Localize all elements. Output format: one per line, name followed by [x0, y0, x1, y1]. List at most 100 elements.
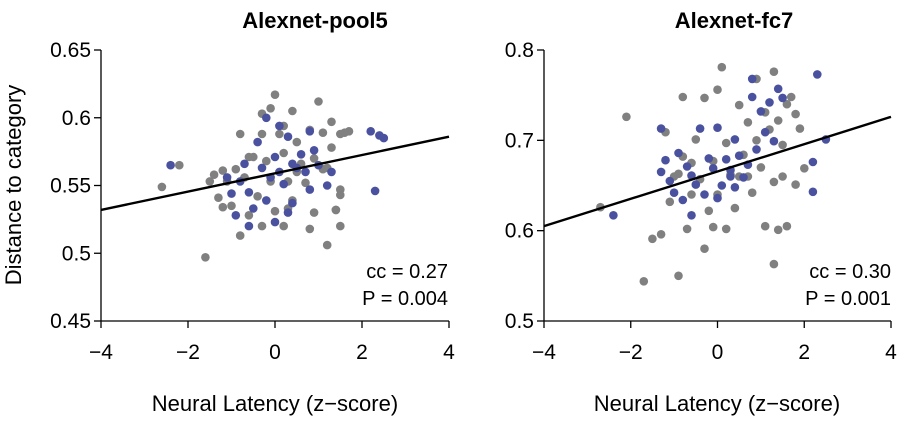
data-point-blue: [747, 92, 757, 102]
data-point-gray: [682, 224, 692, 234]
data-point-blue: [760, 127, 770, 137]
data-point-gray: [201, 252, 210, 262]
regression-line: [543, 115, 892, 228]
data-point-blue: [262, 196, 271, 205]
data-point-blue: [262, 113, 271, 123]
data-point-gray: [730, 203, 740, 213]
data-point-gray: [227, 201, 236, 211]
data-point-gray: [235, 231, 245, 240]
data-point-blue: [253, 137, 262, 147]
data-point-blue: [734, 151, 744, 160]
x-axis-label: Neural Latency (z−score): [152, 391, 398, 416]
data-point-blue: [730, 135, 740, 144]
data-point-gray: [786, 92, 796, 102]
y-tick-label: 0.5: [62, 242, 91, 265]
data-point-gray: [700, 93, 709, 103]
data-point-gray: [344, 127, 354, 136]
y-axis-label: Distance to category: [1, 85, 26, 286]
data-point-gray: [327, 143, 336, 152]
data-point-gray: [336, 190, 345, 200]
x-tick-label: 2: [798, 341, 810, 364]
data-point-gray: [262, 156, 271, 166]
data-point-blue: [244, 188, 254, 197]
x-tick-label: 4: [885, 341, 897, 364]
y-tick-label: 0.55: [50, 175, 91, 198]
data-point-blue: [270, 217, 280, 227]
x-tick-label: 4: [443, 341, 455, 364]
data-point-gray: [253, 192, 262, 201]
cc-annotation: cc = 0.27: [366, 261, 448, 283]
data-point-blue: [769, 136, 779, 146]
data-point-blue: [682, 162, 692, 171]
data-point-blue: [713, 123, 722, 132]
data-point-gray: [266, 104, 275, 113]
data-point-blue: [808, 187, 818, 197]
data-point-gray: [691, 135, 701, 144]
data-point-gray: [318, 128, 328, 137]
data-point-gray: [235, 129, 245, 139]
data-point-blue: [687, 211, 696, 220]
data-point-blue: [726, 172, 735, 181]
data-point-blue: [275, 121, 284, 131]
chart-title: Alexnet-pool5: [242, 8, 387, 33]
data-point-gray: [769, 259, 779, 269]
regression-line: [100, 135, 450, 212]
data-point-blue: [288, 198, 297, 208]
data-point-blue: [678, 195, 688, 205]
data-point-gray: [214, 193, 223, 202]
data-point-blue: [773, 84, 783, 94]
data-point-blue: [609, 211, 618, 220]
data-point-gray: [656, 230, 666, 239]
data-point-gray: [721, 224, 731, 234]
data-point-gray: [336, 221, 345, 231]
data-point-gray: [244, 152, 254, 162]
data-point-blue: [717, 181, 727, 190]
data-point-gray: [734, 100, 744, 110]
data-point-gray: [231, 164, 241, 174]
x-tick-label: −4: [89, 341, 113, 364]
data-point-blue: [704, 154, 714, 163]
data-point-gray: [639, 277, 649, 286]
data-point-gray: [756, 163, 766, 172]
data-point-gray: [704, 206, 714, 216]
x-tick-label: 2: [356, 341, 368, 364]
data-point-blue: [656, 167, 666, 177]
data-point-blue: [309, 146, 319, 155]
data-point-blue: [700, 190, 709, 199]
panel-alexnet-fc7: Alexnet-fc7 Neural Latency (z−score) cc …: [505, 8, 897, 416]
data-point-blue: [257, 163, 267, 173]
data-point-gray: [622, 112, 631, 122]
data-point-blue: [808, 157, 818, 167]
data-point-blue: [661, 155, 670, 165]
data-point-blue: [695, 124, 705, 133]
data-point-blue: [674, 148, 683, 158]
data-point-gray: [674, 271, 683, 281]
data-point-gray: [175, 160, 184, 170]
data-point-gray: [752, 136, 761, 145]
data-point-blue: [778, 93, 787, 103]
y-tick-label: 0.45: [50, 310, 91, 333]
data-point-blue: [665, 176, 675, 186]
data-point-blue: [379, 133, 389, 143]
data-point-blue: [227, 189, 236, 198]
data-point-blue: [166, 160, 175, 170]
data-point-gray: [791, 109, 800, 119]
data-point-gray: [309, 154, 319, 163]
data-point-gray: [773, 225, 783, 235]
cc-annotation: cc = 0.30: [809, 261, 891, 283]
data-point-gray: [301, 178, 310, 188]
data-point-blue: [765, 98, 774, 107]
data-point-blue: [283, 208, 293, 217]
data-point-gray: [244, 211, 254, 220]
data-point-gray: [205, 177, 215, 186]
data-point-gray: [279, 221, 289, 231]
data-point-gray: [292, 137, 302, 147]
data-point-gray: [257, 129, 267, 139]
data-point-blue: [279, 179, 289, 189]
data-point-blue: [691, 180, 701, 189]
data-point-gray: [747, 188, 757, 197]
data-point-blue: [305, 185, 315, 194]
data-point-gray: [314, 97, 323, 106]
data-point-gray: [218, 202, 228, 212]
